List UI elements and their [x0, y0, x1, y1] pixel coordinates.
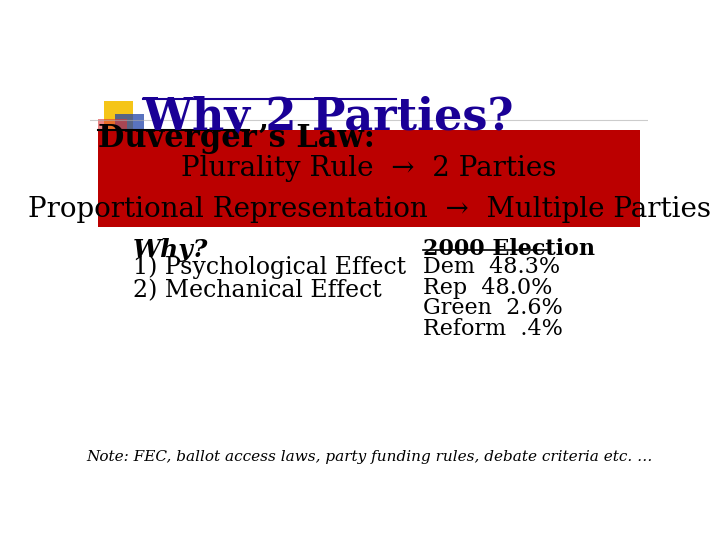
Text: Why 2 Parties?: Why 2 Parties?	[143, 96, 514, 139]
Text: Reform  .4%: Reform .4%	[423, 318, 563, 340]
Bar	[98, 130, 640, 226]
Text: Note: FEC, ballot access laws, party funding rules, debate criteria etc. …: Note: FEC, ballot access laws, party fun…	[86, 450, 652, 464]
Text: Why?: Why?	[132, 238, 208, 262]
Bar	[114, 114, 144, 143]
Text: Dem  48.3%: Dem 48.3%	[423, 256, 560, 278]
Text: 1) Psychological Effect: 1) Psychological Effect	[132, 256, 406, 279]
Bar	[98, 119, 127, 148]
Text: Green  2.6%: Green 2.6%	[423, 298, 563, 319]
Text: Plurality Rule  →  2 Parties: Plurality Rule → 2 Parties	[181, 156, 557, 183]
Bar	[104, 101, 133, 130]
Text: Rep  48.0%: Rep 48.0%	[423, 276, 553, 299]
Text: Proportional Representation  →  Multiple Parties: Proportional Representation → Multiple P…	[27, 196, 711, 223]
Text: Duverger’s Law:: Duverger’s Law:	[98, 123, 374, 153]
Text: 2) Mechanical Effect: 2) Mechanical Effect	[132, 279, 382, 302]
Text: 2000 Election: 2000 Election	[423, 238, 595, 260]
